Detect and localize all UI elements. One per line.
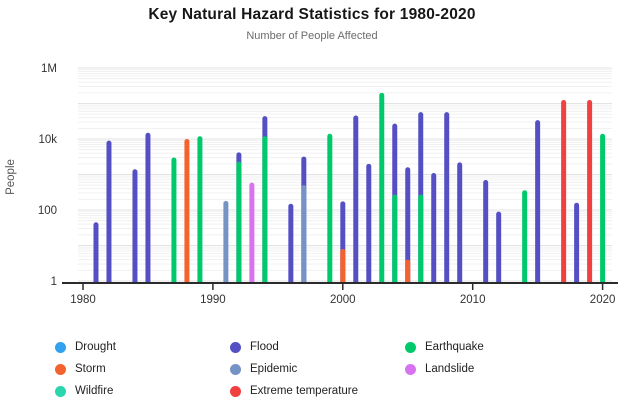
x-tick-label-1980: 1980 [70,294,96,306]
legend-column: Earthquake Landslide [405,336,580,402]
bar-2019-extreme-temperature[interactable] [587,100,593,288]
legend-label-landslide: Landslide [425,363,475,375]
bar-2002-flood[interactable] [366,163,372,288]
legend-label-storm: Storm [75,363,106,375]
bar-2000-storm[interactable] [340,248,346,288]
legend-label-extreme-temperature: Extreme temperature [250,385,359,397]
legend-label-drought: Drought [75,341,116,353]
legend: Drought Storm Wildfire Flood Epidemic Extreme… [55,336,580,402]
bar-2005-flood[interactable] [405,167,411,288]
chart-title: Key Natural Hazard Statistics for 1980-2… [148,6,476,23]
bar-1991-epidemic[interactable] [223,200,229,288]
bar-2007-flood[interactable] [431,173,437,288]
y-tick-label-1M: 1M [41,63,57,75]
bar-1993-landslide[interactable] [249,182,255,288]
legend-swatch-epidemic [230,363,241,375]
y-tick-label-1: 1 [51,276,57,288]
bar-2003-earthquake[interactable] [379,92,385,288]
legend-swatch-storm [55,363,66,375]
legend-label-earthquake: Earthquake [425,341,484,353]
legend-item-landslide[interactable]: Landslide [405,358,580,380]
y-tick-label-10k: 10k [38,134,57,146]
legend-swatch-drought [55,341,66,353]
y-axis: 1 100 10k 1M [38,63,57,288]
bar-1982-flood[interactable] [106,140,112,288]
bar-1984-flood[interactable] [132,169,138,288]
bar-2006-earthquake[interactable] [418,194,424,288]
legend-item-flood[interactable]: Flood [230,336,405,358]
chart-subtitle: Number of People Affected [246,30,378,42]
bar-2008-flood[interactable] [444,112,450,288]
legend-item-drought[interactable]: Drought [55,336,230,358]
x-tick-label-2010: 2010 [460,294,486,306]
bar-2001-flood[interactable] [353,115,359,288]
x-tick-label-2000: 2000 [330,294,356,306]
plot-svg: 1980 1990 2000 2010 2020 1 100 10k 1M [38,63,618,306]
bars [93,92,606,288]
bar-1988-storm[interactable] [184,139,190,288]
bar-2018-flood[interactable] [574,202,580,288]
bar-1996-flood[interactable] [288,203,294,288]
bar-1985-flood[interactable] [145,132,151,288]
bar-1992-earthquake[interactable] [236,161,242,288]
bar-2004-earthquake[interactable] [392,194,398,288]
bar-2009-flood[interactable] [457,162,463,288]
bar-2017-extreme-temperature[interactable] [561,100,567,288]
bar-1997-epidemic[interactable] [301,185,307,288]
legend-item-storm[interactable]: Storm [55,358,230,380]
x-tick-label-1990: 1990 [200,294,226,306]
legend-item-extreme-temperature[interactable]: Extreme temperature [230,380,405,402]
bar-2015-flood[interactable] [535,120,541,288]
bar-1981-flood[interactable] [93,222,99,288]
bar-2020-earthquake[interactable] [600,133,606,288]
x-axis: 1980 1990 2000 2010 2020 [62,282,618,306]
legend-swatch-wildfire [55,385,66,397]
bar-1999-earthquake[interactable] [327,133,333,288]
bar-2012-flood[interactable] [496,211,502,288]
bar-1987-earthquake[interactable] [171,157,177,288]
legend-item-wildfire[interactable]: Wildfire [55,380,230,402]
bar-1994-earthquake[interactable] [262,136,268,288]
bar-1989-earthquake[interactable] [197,136,203,288]
legend-item-epidemic[interactable]: Epidemic [230,358,405,380]
legend-swatch-landslide [405,363,416,375]
legend-column: Drought Storm Wildfire [55,336,230,402]
legend-swatch-flood [230,341,241,353]
legend-column: Flood Epidemic Extreme temperature [230,336,405,402]
legend-label-epidemic: Epidemic [250,363,298,375]
bar-2014-earthquake[interactable] [522,190,528,288]
legend-item-earthquake[interactable]: Earthquake [405,336,580,358]
legend-swatch-earthquake [405,341,416,353]
x-tick-label-2020: 2020 [590,294,616,306]
legend-swatch-extreme-temperature [230,385,241,397]
bar-2005-storm[interactable] [405,259,411,288]
legend-label-wildfire: Wildfire [75,385,114,397]
y-tick-label-100: 100 [38,205,57,217]
bar-2011-flood[interactable] [483,179,489,288]
legend-label-flood: Flood [250,341,279,353]
